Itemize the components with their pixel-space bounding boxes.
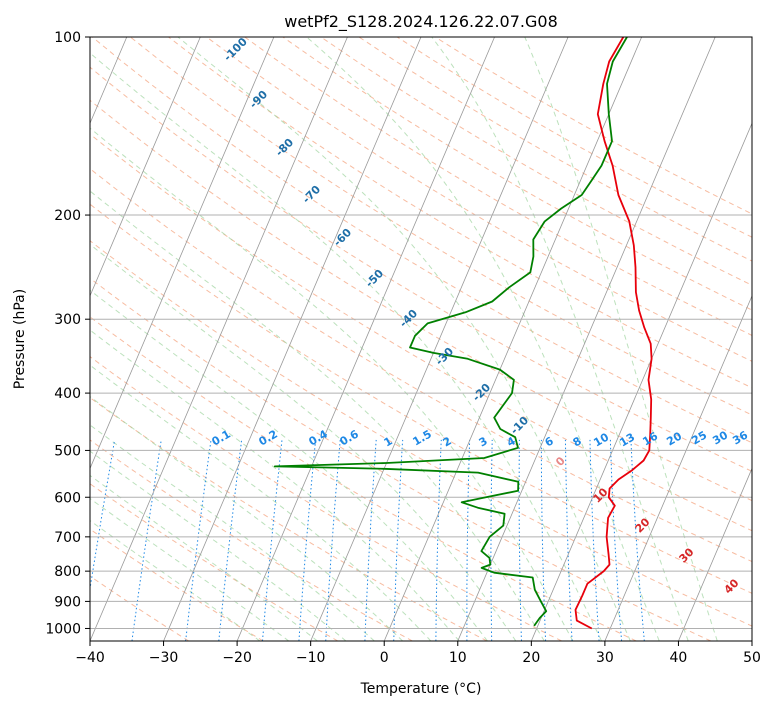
mixing-ratio-line <box>325 439 341 641</box>
x-tick-label: 0 <box>380 650 389 666</box>
x-tick-label: 50 <box>743 650 761 666</box>
moist-adiabat <box>90 329 460 641</box>
moist-adiabat <box>90 424 375 641</box>
x-tick-label: 10 <box>449 650 467 666</box>
isotherms <box>90 37 752 641</box>
x-tick-label: 20 <box>522 650 540 666</box>
mixing-ratio-line <box>185 439 212 641</box>
y-tick-label: 400 <box>54 386 81 402</box>
mixing-ratio-line <box>466 439 471 641</box>
dry-adiabat <box>90 483 339 641</box>
profile-line-1 <box>574 37 653 630</box>
dry-adiabat <box>90 397 488 641</box>
y-axis: 100 200 300 400 500 600 700 800 900 1000 <box>45 30 90 637</box>
x-axis: −40 −30 −20 −10 0 10 20 30 40 50 <box>75 641 761 666</box>
x-tick-label: −20 <box>222 650 252 666</box>
profiles <box>273 37 653 630</box>
isotherm <box>457 37 716 641</box>
isotherm <box>90 37 275 470</box>
mixing-ratio-line <box>131 439 162 641</box>
isotherm <box>383 37 643 641</box>
mixing-ratio-line <box>262 439 283 641</box>
dry-adiabat <box>90 168 752 563</box>
mixing-ratio-line <box>518 439 522 641</box>
moist-adiabat <box>90 364 432 641</box>
isotherm <box>90 37 201 297</box>
isotherm <box>530 122 752 641</box>
x-tick-label: −40 <box>75 650 105 666</box>
y-tick-label: 700 <box>54 530 81 546</box>
moist-adiabats <box>90 37 718 641</box>
moist-adiabat <box>90 190 545 641</box>
isotherm <box>236 37 495 641</box>
moist-adiabat <box>90 450 347 641</box>
dry-adiabat <box>90 356 562 641</box>
moist-adiabat <box>90 127 574 641</box>
isotherm <box>90 37 348 641</box>
plot-frame <box>89 36 753 642</box>
isotherm <box>604 294 752 641</box>
chart-title: wetPf2_S128.2024.126.22.07.G08 <box>284 12 558 32</box>
profile-line-2 <box>273 37 628 627</box>
y-axis-label: Pressure (hPa) <box>12 289 28 389</box>
dry-adiabat <box>206 37 752 362</box>
moist-adiabat <box>90 519 261 641</box>
isobars <box>90 37 752 629</box>
y-tick-label: 900 <box>54 594 81 610</box>
x-axis-label: Temperature (°C) <box>360 681 482 697</box>
moist-adiabat <box>431 37 689 641</box>
dry-adiabat <box>282 37 752 311</box>
dry-adiabat <box>90 133 752 532</box>
moist-adiabat <box>90 289 488 641</box>
x-tick-label: 40 <box>670 650 688 666</box>
moist-adiabat <box>524 37 718 641</box>
x-tick-label: −10 <box>296 650 326 666</box>
mixing-ratio-lines <box>90 439 645 641</box>
moist-adiabat <box>306 37 660 641</box>
y-tick-label: 300 <box>54 312 81 328</box>
isotherm <box>163 37 422 641</box>
mixing-ratio-line <box>609 439 623 641</box>
mixing-ratio-line <box>90 439 116 592</box>
y-tick-label: 1000 <box>45 621 81 637</box>
moist-adiabat <box>90 243 517 641</box>
y-tick-label: 500 <box>54 443 81 459</box>
mixing-ratio-line <box>564 439 573 641</box>
mixing-ratio-line <box>364 439 377 641</box>
y-tick-label: 600 <box>54 490 81 506</box>
mixing-ratio-line <box>540 439 547 641</box>
mixing-ratio-line <box>218 439 243 641</box>
x-tick-label: −30 <box>149 650 179 666</box>
mixing-ratio-line <box>435 439 442 641</box>
y-tick-label: 800 <box>54 564 81 580</box>
dry-adiabat <box>90 203 752 594</box>
mixing-ratio-line <box>490 439 493 641</box>
mixing-ratio-line <box>630 439 645 641</box>
moist-adiabat <box>177 37 631 641</box>
mixing-ratio-line <box>589 439 600 641</box>
y-tick-label: 100 <box>54 30 81 46</box>
y-tick-label: 200 <box>54 208 81 224</box>
dry-adiabat <box>90 240 752 627</box>
x-tick-label: 30 <box>596 650 614 666</box>
dry-adiabat <box>90 66 752 472</box>
mixing-ratio-line <box>298 439 317 641</box>
isotherm <box>678 467 752 641</box>
isotherm <box>310 37 569 641</box>
dry-adiabat <box>130 37 752 416</box>
